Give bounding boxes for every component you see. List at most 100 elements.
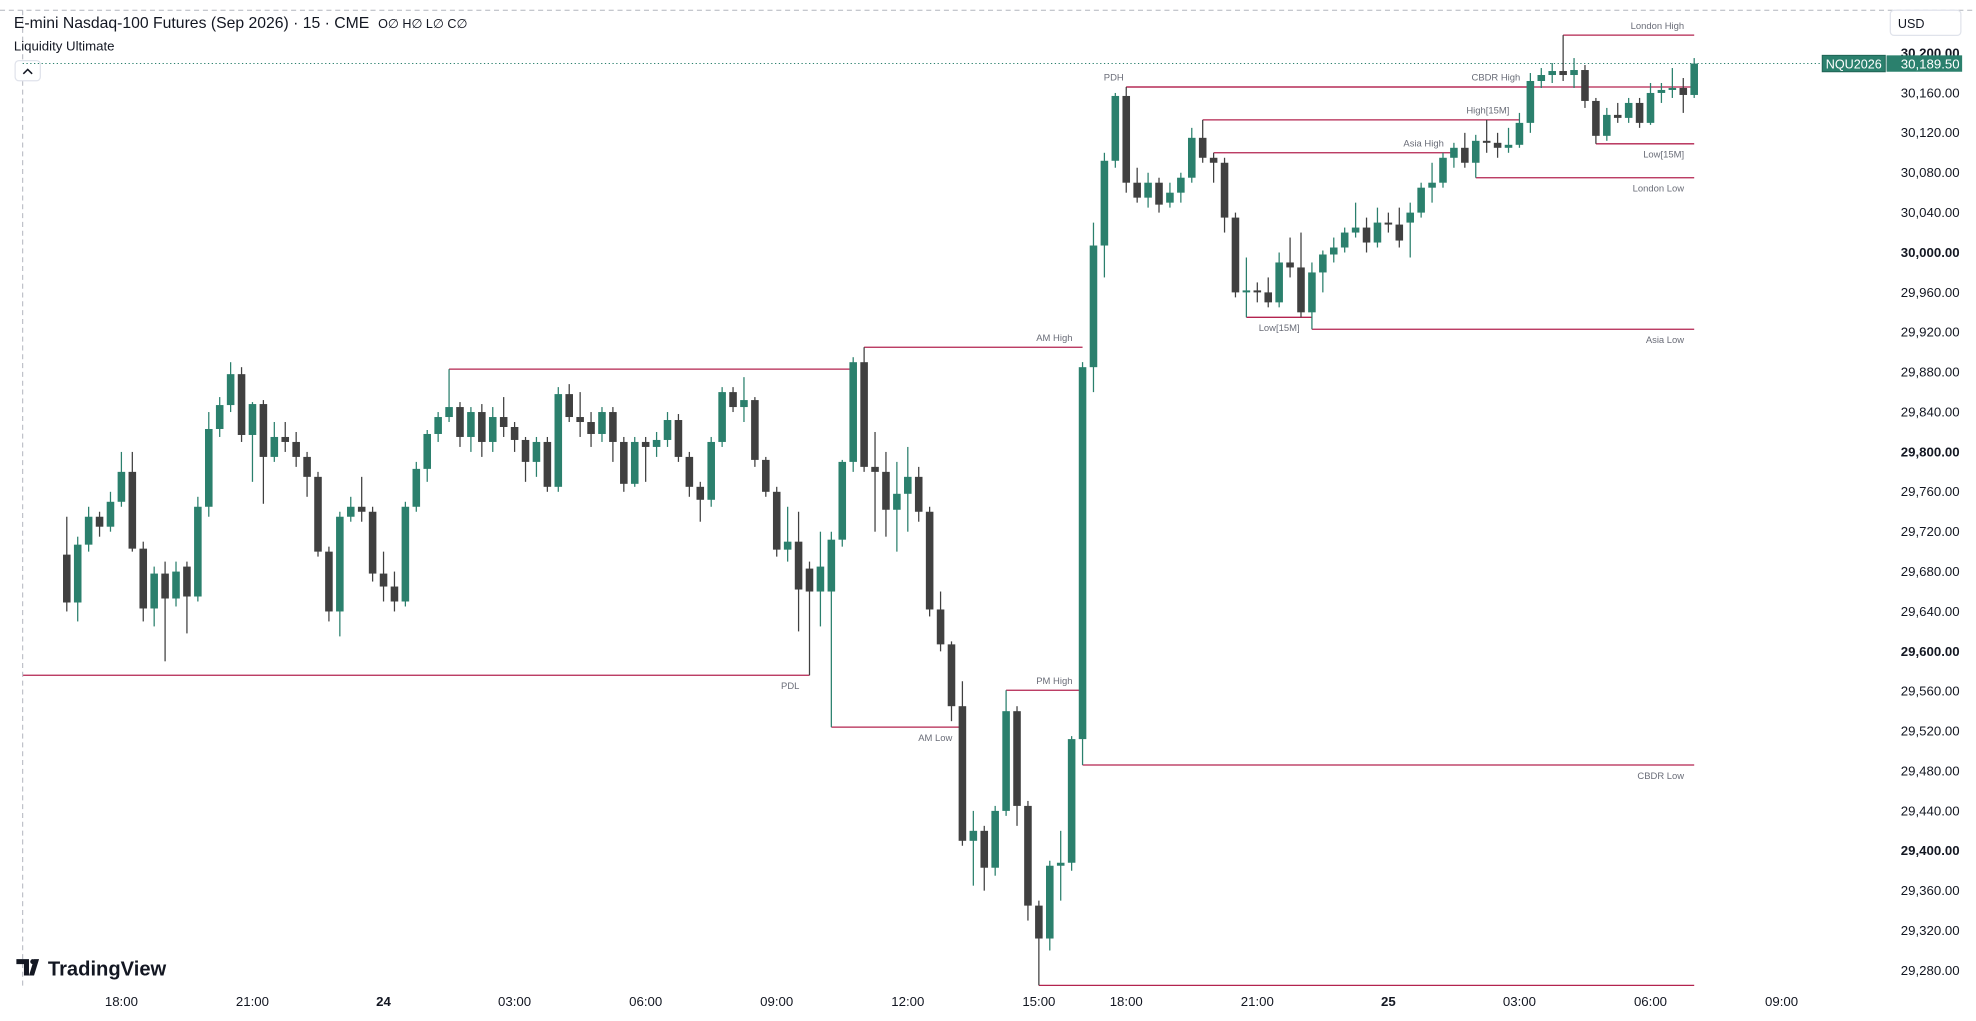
candle-body xyxy=(1624,102,1633,118)
candle-body xyxy=(1646,92,1655,123)
price-tag-symbol-box xyxy=(1821,54,1886,73)
candle-body xyxy=(379,573,388,587)
candle-body xyxy=(827,539,836,592)
candle-body xyxy=(838,461,847,540)
candle-body xyxy=(991,810,999,868)
candle-body xyxy=(587,422,595,434)
candle-body xyxy=(1537,75,1546,81)
candle-body xyxy=(478,412,486,442)
candle-body xyxy=(1690,63,1698,95)
brand-logo[interactable]: TradingView xyxy=(16,959,167,981)
level-label: AM High xyxy=(1036,333,1072,344)
candle-body xyxy=(128,471,137,549)
logo-dot[interactable] xyxy=(30,959,36,965)
y-tick-label: 29,600.00 xyxy=(1901,644,1960,659)
y-tick-label: 29,960.00 xyxy=(1901,285,1960,300)
candle-body xyxy=(1024,805,1032,906)
candle-body xyxy=(860,362,868,467)
candle-body xyxy=(576,417,584,423)
chevron-icon[interactable] xyxy=(22,68,33,75)
logo-mark[interactable] xyxy=(16,959,40,976)
candle-body xyxy=(150,573,158,609)
candle-body xyxy=(936,609,945,645)
candle-body xyxy=(925,511,934,610)
candle-body xyxy=(630,441,639,484)
price-tag-box xyxy=(1886,55,1963,72)
candle-body xyxy=(740,400,748,408)
candle-body xyxy=(871,466,879,472)
candle-body xyxy=(183,566,191,597)
candle-body xyxy=(1548,71,1556,76)
candle-body xyxy=(609,412,617,442)
candle-body xyxy=(598,412,606,434)
candle-body xyxy=(1231,217,1240,293)
candle-body xyxy=(1133,182,1141,198)
y-tick-label: 29,320.00 xyxy=(1901,923,1960,938)
candle-body xyxy=(1100,160,1109,246)
currency-label[interactable]: USD xyxy=(1898,17,1925,31)
candle-body xyxy=(794,541,803,590)
candle-body xyxy=(237,374,246,435)
x-tick-label: 18:00 xyxy=(105,994,138,1009)
candle-body xyxy=(914,476,923,512)
collapse-button-box[interactable] xyxy=(14,59,41,82)
candle-body xyxy=(63,554,71,603)
candle-body xyxy=(1461,147,1469,163)
candle-body xyxy=(1308,272,1316,313)
y-tick-label: 30,160.00 xyxy=(1901,85,1960,100)
candle-body xyxy=(663,420,672,440)
candle-body xyxy=(84,516,93,545)
y-tick-label: 29,800.00 xyxy=(1901,444,1960,459)
x-tick-label: 21:00 xyxy=(236,994,269,1009)
candle-body xyxy=(194,506,202,597)
candle-body xyxy=(1177,177,1185,193)
candle-body xyxy=(1275,262,1283,303)
candle-body xyxy=(1482,140,1491,143)
candle-body xyxy=(543,441,552,487)
candle-body xyxy=(434,417,442,434)
candle-body xyxy=(1526,80,1535,123)
candle-body xyxy=(314,476,322,552)
candle-body xyxy=(1297,267,1305,313)
candle-body xyxy=(1002,711,1010,811)
candle-body xyxy=(1166,192,1174,203)
candle-body xyxy=(707,441,715,500)
candle-body xyxy=(1264,292,1273,303)
brand-name[interactable]: TradingView xyxy=(48,959,167,981)
y-tick-label: 29,680.00 xyxy=(1901,564,1960,579)
candle-body xyxy=(456,407,464,437)
currency-box[interactable] xyxy=(1889,9,1962,37)
y-tick-label: 29,880.00 xyxy=(1901,365,1960,380)
symbol-title: E-mini Nasdaq-100 Futures (Sep 2026) · 1… xyxy=(14,15,369,32)
candle-body xyxy=(1111,95,1120,161)
level-label: Low[15M] xyxy=(1259,323,1300,334)
level-label: High[15M] xyxy=(1466,106,1509,117)
candle-body xyxy=(641,441,650,447)
y-tick-label: 29,520.00 xyxy=(1901,724,1960,739)
candle-body xyxy=(73,544,82,603)
collapse-button[interactable] xyxy=(14,59,41,82)
candle-body xyxy=(1592,100,1600,136)
candle-body xyxy=(893,493,901,510)
candle-body xyxy=(1329,247,1338,255)
candle-body xyxy=(1428,182,1436,188)
x-tick-label: 09:00 xyxy=(760,994,793,1009)
candle-body xyxy=(980,830,989,868)
level-label: London High xyxy=(1631,21,1685,32)
candle-body xyxy=(1679,87,1688,95)
candle-body xyxy=(762,459,770,492)
candle-body xyxy=(248,404,257,435)
y-tick-label: 29,280.00 xyxy=(1901,963,1960,978)
x-tick-label: 06:00 xyxy=(629,994,662,1009)
y-tick-label: 29,480.00 xyxy=(1901,763,1960,778)
level-label: PM High xyxy=(1036,676,1072,687)
candle-body xyxy=(685,456,694,487)
candle-body xyxy=(292,441,300,457)
candle-body xyxy=(412,468,421,507)
candle-body xyxy=(1471,140,1480,163)
level-label: London Low xyxy=(1633,184,1685,195)
currency-button[interactable]: USD xyxy=(1889,9,1962,37)
candle-body xyxy=(904,476,912,494)
candle-body xyxy=(510,426,519,440)
